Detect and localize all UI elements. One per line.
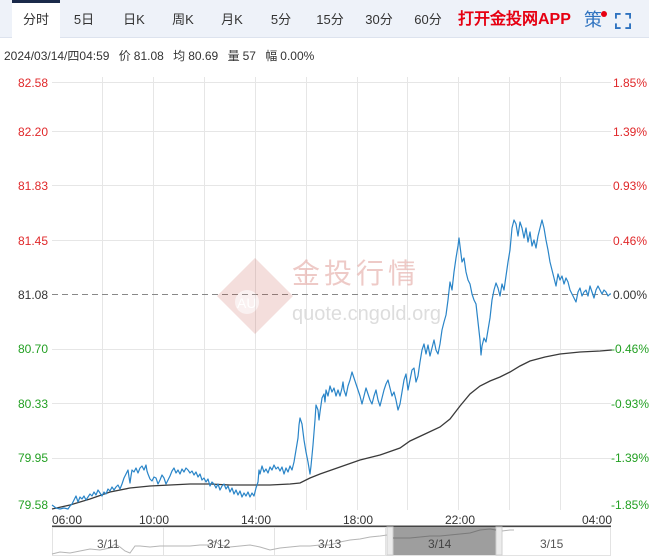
- watermark-logo-icon: AU: [217, 258, 293, 334]
- navigator-selected-range: [393, 527, 496, 555]
- watermark-title: 金投行情: [292, 257, 420, 290]
- change-value: 0.00%: [280, 49, 315, 63]
- y-tick-left: 81.83: [17, 179, 48, 193]
- avg-label: 均: [173, 49, 186, 63]
- strategy-label: 策: [584, 10, 602, 30]
- x-tick: 10:00: [139, 513, 170, 527]
- navigator-label: 3/14: [428, 537, 452, 551]
- strategy-button[interactable]: 策: [584, 0, 607, 38]
- y-tick-left: 81.08: [17, 288, 48, 302]
- y-tick-left: 80.70: [17, 342, 48, 356]
- quote-datetime: 2024/03/14/四04:59: [4, 49, 110, 63]
- tab-15min[interactable]: 15分: [316, 12, 344, 27]
- period-tab-bar: 分时 5日 日K 周K 月K 5分 15分 30分 60分 打开金投网APP 策: [0, 0, 649, 39]
- tab-5day[interactable]: 5日: [73, 12, 95, 27]
- y-tick-left: 80.33: [17, 397, 48, 411]
- y-tick-right: 1.39%: [612, 125, 647, 139]
- y-tick-right: -1.85%: [611, 498, 649, 512]
- x-tick: 14:00: [241, 513, 272, 527]
- y-tick-right: 0.93%: [612, 179, 647, 193]
- watermark-url: quote.cngold.org: [292, 303, 441, 325]
- x-tick: 22:00: [445, 513, 476, 527]
- x-tick: 18:00: [343, 513, 374, 527]
- average-price-line: [51, 349, 613, 510]
- notification-dot-icon: [601, 11, 607, 17]
- y-tick-right: -0.93%: [611, 397, 649, 411]
- time-navigator[interactable]: [51, 526, 611, 556]
- vertical-gridlines: [102, 77, 561, 510]
- fullscreen-icon[interactable]: [615, 13, 631, 29]
- tab-30min[interactable]: 30分: [365, 12, 393, 27]
- navigator-label: 3/13: [318, 537, 342, 551]
- navigator-sparkline: [51, 534, 388, 555]
- navigator-right-handle[interactable]: [495, 526, 503, 556]
- y-tick-left: 82.20: [17, 125, 48, 139]
- horizontal-gridlines: [52, 82, 611, 459]
- quote-info-line: 2024/03/14/四04:59 价 81.08 均 80.69 量 57 幅 0.0…: [4, 47, 320, 64]
- tab-daily-k[interactable]: 日K: [123, 12, 145, 27]
- y-tick-right: 0.46%: [612, 234, 647, 248]
- y-tick-left: 81.45: [17, 234, 48, 248]
- x-tick: 06:00: [52, 513, 83, 527]
- change-label: 幅: [265, 49, 278, 63]
- tab-60min[interactable]: 60分: [414, 12, 442, 27]
- tab-intraday[interactable]: 分时: [12, 0, 60, 39]
- y-tick-left: 79.58: [17, 498, 48, 512]
- y-tick-right: -1.39%: [611, 451, 649, 465]
- tab-weekly-k[interactable]: 周K: [172, 12, 194, 27]
- navigator-left-handle[interactable]: [386, 526, 394, 556]
- tab-monthly-k[interactable]: 月K: [221, 12, 243, 27]
- avg-value: 80.69: [188, 49, 219, 63]
- x-tick: 04:00: [582, 513, 613, 527]
- y-tick-left: 82.58: [17, 76, 48, 90]
- tab-5min[interactable]: 5分: [270, 12, 292, 27]
- y-tick-right: 0.00%: [612, 288, 647, 302]
- navigator-label: 3/11: [97, 537, 120, 551]
- volume-value: 57: [242, 49, 256, 63]
- y-tick-right: -0.46%: [611, 342, 649, 356]
- price-value: 81.08: [133, 49, 164, 63]
- svg-text:AU: AU: [237, 295, 256, 311]
- price-label: 价: [118, 49, 131, 63]
- y-tick-right: 1.85%: [612, 76, 647, 90]
- volume-label: 量: [227, 49, 240, 63]
- price-line: [51, 219, 611, 510]
- navigator-label: 3/12: [207, 537, 231, 551]
- open-app-link[interactable]: 打开金投网APP: [458, 11, 571, 28]
- y-tick-left: 79.95: [17, 451, 48, 465]
- navigator-label: 3/15: [540, 537, 564, 551]
